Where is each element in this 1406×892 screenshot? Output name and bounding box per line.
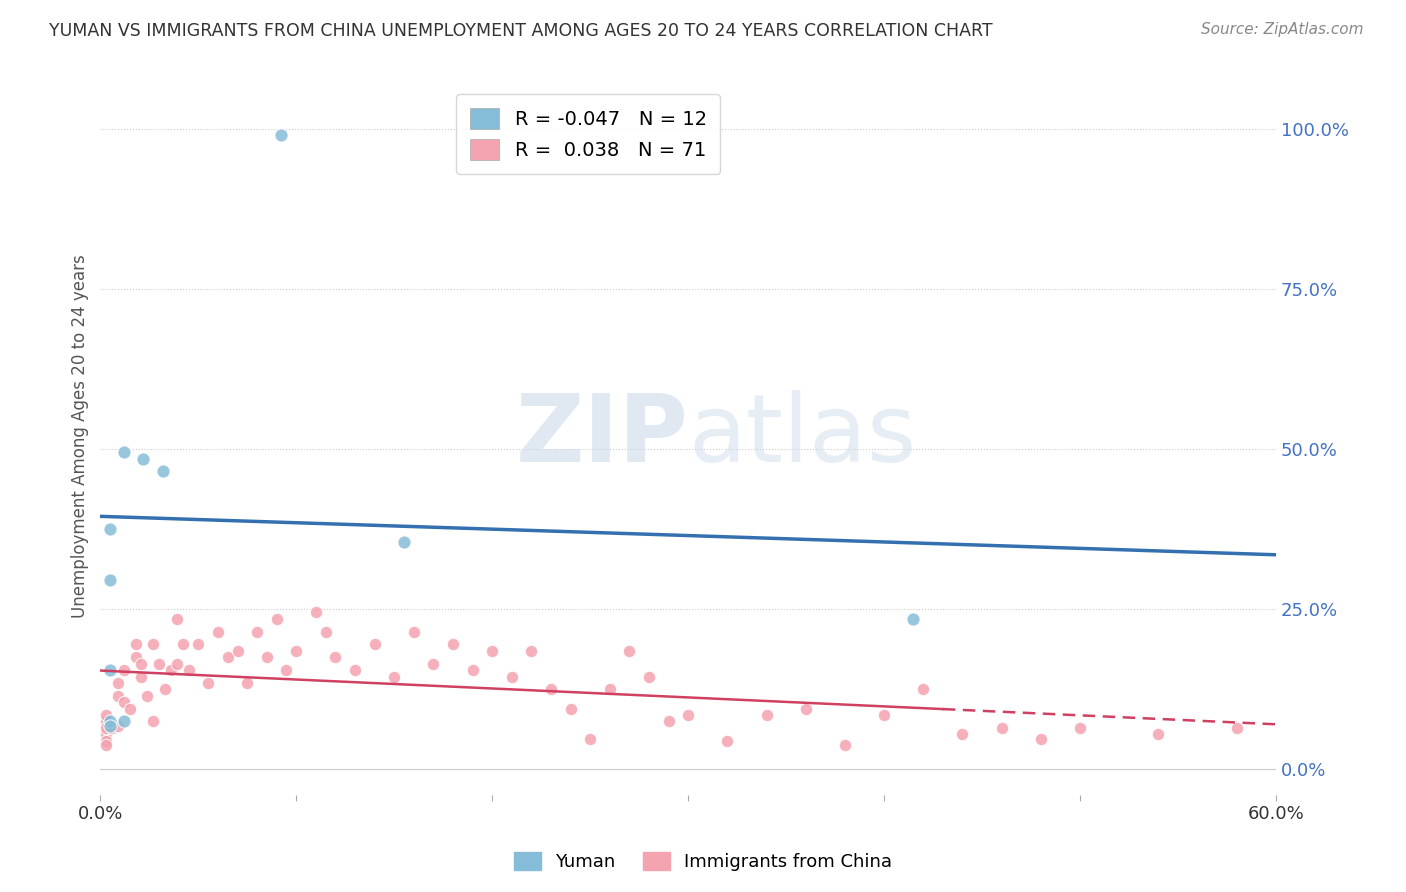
Point (98, 714, 121, 729)
Point (112, 695, 135, 709)
Legend: Yuman, Immigrants from China: Yuman, Immigrants from China (506, 845, 900, 879)
Point (1226, 721, 1249, 735)
Point (305, 606, 328, 620)
Point (276, 663, 298, 677)
Point (344, 663, 367, 677)
Point (172, 638, 194, 652)
Text: atlas: atlas (688, 391, 917, 483)
Point (363, 638, 385, 652)
Legend: R = -0.047   N = 12, R =  0.038   N = 71: R = -0.047 N = 12, R = 0.038 N = 71 (456, 95, 720, 174)
Point (315, 624, 337, 639)
Point (207, 624, 229, 639)
Point (160, 663, 183, 677)
Point (136, 689, 159, 703)
Point (217, 650, 239, 665)
Point (187, 638, 209, 652)
Point (96, 733, 118, 747)
Point (716, 733, 738, 747)
Point (96, 714, 118, 729)
Point (270, 128, 292, 142)
Point (96, 727, 118, 741)
Point (422, 657, 444, 671)
Point (540, 682, 562, 697)
Point (153, 682, 176, 697)
Point (755, 708, 778, 723)
Point (461, 663, 484, 677)
Point (676, 708, 699, 723)
Point (98, 663, 121, 677)
Point (990, 721, 1012, 735)
Point (197, 676, 219, 690)
Point (132, 451, 155, 466)
Point (107, 689, 129, 703)
Point (226, 644, 249, 658)
Point (619, 644, 641, 658)
Point (1029, 731, 1052, 746)
Point (1147, 727, 1170, 741)
Point (392, 535, 415, 549)
Point (131, 669, 153, 683)
Point (873, 708, 896, 723)
Point (952, 727, 974, 741)
Point (599, 682, 621, 697)
Point (520, 644, 543, 658)
Point (107, 676, 129, 690)
Point (148, 657, 170, 671)
Point (256, 650, 278, 665)
Point (402, 624, 425, 639)
Point (166, 657, 188, 671)
Point (382, 669, 405, 683)
Point (246, 624, 269, 639)
Point (96, 708, 118, 723)
Point (124, 638, 146, 652)
Point (579, 731, 602, 746)
Point (501, 669, 523, 683)
Point (560, 701, 582, 715)
Point (107, 719, 129, 733)
Y-axis label: Unemployment Among Ages 20 to 24 years: Unemployment Among Ages 20 to 24 years (72, 254, 89, 618)
Point (166, 612, 188, 626)
Point (325, 650, 347, 665)
Text: Source: ZipAtlas.com: Source: ZipAtlas.com (1201, 22, 1364, 37)
Text: ZIP: ZIP (515, 391, 688, 483)
Point (441, 638, 464, 652)
Point (638, 669, 661, 683)
Point (112, 714, 135, 729)
Point (794, 701, 817, 715)
Text: YUMAN VS IMMIGRANTS FROM CHINA UNEMPLOYMENT AMONG AGES 20 TO 24 YEARS CORRELATIO: YUMAN VS IMMIGRANTS FROM CHINA UNEMPLOYM… (49, 22, 993, 40)
Point (131, 657, 153, 671)
Point (98, 522, 121, 536)
Point (96, 738, 118, 752)
Point (912, 682, 935, 697)
Point (118, 701, 141, 715)
Point (658, 714, 681, 729)
Point (266, 612, 288, 626)
Point (481, 644, 503, 658)
Point (98, 719, 121, 733)
Point (903, 612, 925, 626)
Point (96, 721, 118, 735)
Point (1069, 721, 1091, 735)
Point (112, 663, 135, 677)
Point (124, 650, 146, 665)
Point (236, 676, 259, 690)
Point (285, 644, 308, 658)
Point (177, 663, 200, 677)
Point (112, 445, 135, 459)
Point (98, 574, 121, 588)
Point (101, 721, 124, 735)
Point (142, 638, 165, 652)
Point (152, 465, 174, 479)
Point (142, 714, 165, 729)
Point (834, 738, 856, 752)
